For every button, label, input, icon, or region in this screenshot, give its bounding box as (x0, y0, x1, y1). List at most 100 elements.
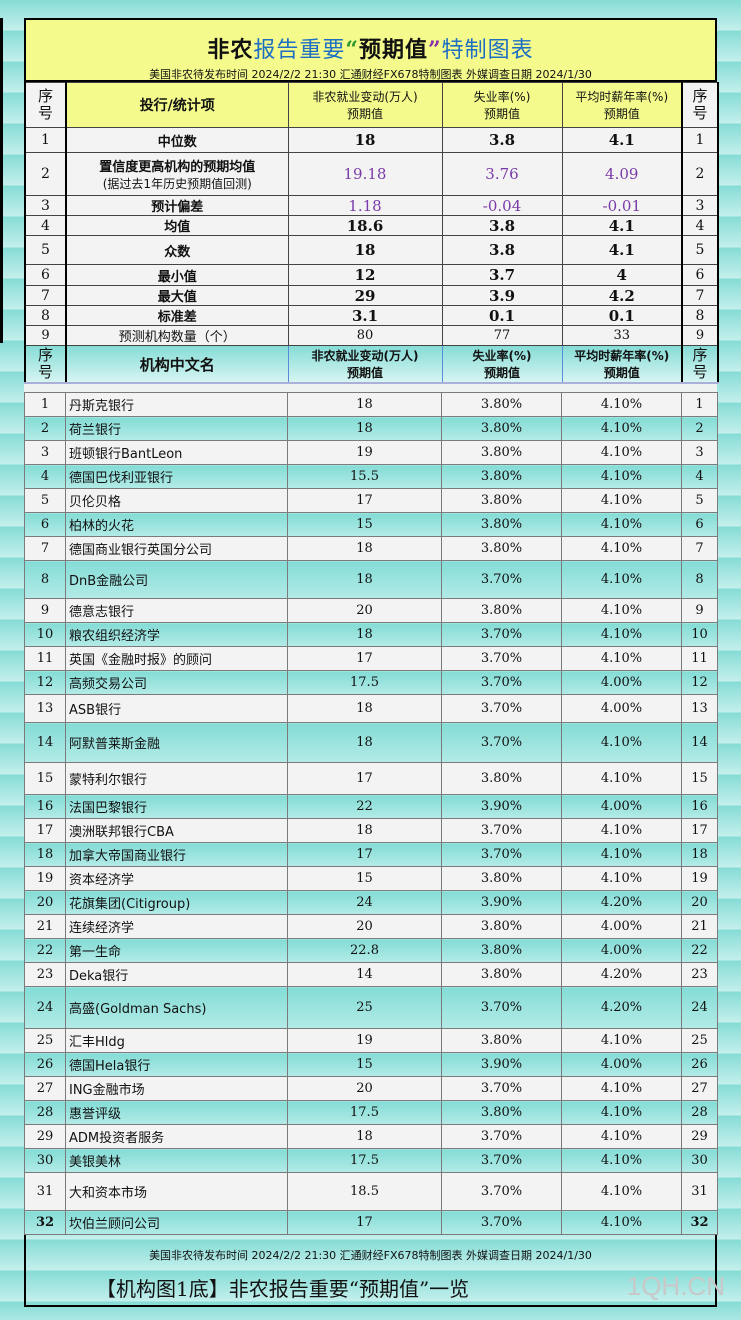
stats-row: 7 最大值 29 3.9 4.2 7 (24, 285, 719, 306)
wage-value: 4.10% (561, 1172, 682, 1211)
nfp-value: 17 (287, 488, 442, 513)
table-row: 28 惠誉评级 17.5 3.80% 4.10% 28 (24, 1100, 718, 1125)
table-row: 25 汇丰Hldg 19 3.80% 4.10% 25 (24, 1028, 718, 1053)
row-index: 8 (24, 305, 67, 326)
row-index: 28 (681, 1100, 718, 1125)
nfp-value: 24 (287, 890, 442, 915)
row-index: 9 (24, 325, 67, 346)
idx-header-text: 序号 (37, 346, 53, 381)
stat-label: 最小值 (65, 264, 289, 286)
idx-header-text: 序号 (37, 87, 53, 122)
unemp-value: -0.04 (441, 195, 563, 216)
nfp-value: 18 (287, 694, 442, 723)
wage-value: 4.10% (561, 842, 682, 867)
wage-value: 4.20% (561, 962, 682, 987)
institution-name: 德意志银行 (65, 598, 288, 623)
row-index: 4 (24, 215, 67, 236)
wage-value: 4.10% (561, 416, 682, 441)
wage-value: 4.10% (561, 866, 682, 891)
row-index: 1 (681, 392, 718, 417)
unemp-value: 3.70% (441, 622, 562, 647)
footer-title: 【机构图1底】非农报告重要“预期值”一览 (96, 1277, 470, 1301)
institution-name: 阿默普莱斯金融 (65, 722, 288, 763)
nfp-value: 18 (287, 1124, 442, 1149)
stat-label: 置信度更高机构的预期均值 (据过去1年历史预期值回测) (65, 152, 289, 196)
row-index: 7 (24, 536, 66, 561)
unemp-value: 3.70% (441, 1148, 562, 1173)
nfp-value: 18 (287, 560, 442, 599)
title-part: ” (428, 37, 442, 63)
header-subtitle: 美国非农待发布时间 2024/2/2 21:30 汇通财经FX678特制图表 外… (149, 68, 592, 81)
wage-value: 4.20% (561, 986, 682, 1029)
row-index: 5 (681, 488, 718, 513)
row-index: 7 (24, 285, 67, 306)
row-index: 3 (24, 440, 66, 465)
row-index: 19 (24, 866, 66, 891)
nfp-value: 80 (287, 325, 443, 346)
stat-label-note: (据过去1年历史预期值回测) (102, 177, 252, 191)
table-row: 16 法国巴黎银行 22 3.90% 4.00% 16 (24, 794, 718, 819)
stat-label: 标准差 (65, 305, 289, 326)
row-index: 8 (681, 305, 719, 326)
row-index: 14 (681, 722, 718, 763)
institution-name: 澳洲联邦银行CBA (65, 818, 288, 843)
table-row: 6 柏林的火花 15 3.80% 4.10% 6 (24, 512, 718, 537)
unemp-value: 3.76 (441, 152, 563, 196)
table-row: 22 第一生命 22.8 3.80% 4.00% 22 (24, 938, 718, 963)
wage-value: 4.10% (561, 818, 682, 843)
nfp-value: 15 (287, 1052, 442, 1077)
spreadsheet: 非农报告重要“预期值”特制图表 美国非农待发布时间 2024/2/2 21:30… (24, 18, 725, 1307)
unemp-value: 3.70% (441, 842, 562, 867)
unemp-value: 3.90% (441, 794, 562, 819)
nfp-value: 17 (287, 646, 442, 671)
row-index: 18 (681, 842, 718, 867)
wage-value: 4.09 (561, 152, 683, 196)
header-line: 预期值 (483, 366, 520, 380)
row-index: 2 (24, 152, 67, 196)
header-line: 预期值 (346, 107, 383, 121)
row-index: 5 (681, 235, 719, 265)
institution-table: 1 丹斯克银行 18 3.80% 4.10% 1 2 荷兰银行 18 3.80% 4.10% 2 3 班顿… (24, 392, 718, 1235)
row-index: 8 (24, 560, 66, 599)
table-row: 26 德国Hela银行 15 3.90% 4.00% 26 (24, 1052, 718, 1077)
institution-name: 花旗集团(Citigroup) (65, 890, 288, 915)
institution-name: 德国巴伐利亚银行 (65, 464, 288, 489)
institution-name: 粮农组织经济学 (65, 622, 288, 647)
nfp-value: 3.1 (287, 305, 443, 326)
wage-header: 平均时薪年率(%) 预期值 (562, 346, 683, 384)
row-index: 1 (24, 127, 67, 153)
row-index: 29 (681, 1124, 718, 1149)
wage-value: 4.10% (561, 1100, 682, 1125)
stat-label: 预计偏差 (65, 195, 289, 216)
header-gap (24, 384, 717, 392)
table-row: 4 德国巴伐利亚银行 15.5 3.80% 4.10% 4 (24, 464, 718, 489)
nfp-value: 25 (287, 986, 442, 1029)
header-line: 平均时薪年率(%) (574, 349, 670, 363)
table-row: 8 DnB金融公司 18 3.70% 4.10% 8 (24, 560, 718, 599)
institution-name: 资本经济学 (65, 866, 288, 891)
row-index: 8 (681, 560, 718, 599)
unemp-value: 3.70% (441, 646, 562, 671)
row-index: 11 (24, 646, 66, 671)
wage-value: 33 (561, 325, 683, 346)
nfp-value: 29 (287, 285, 443, 306)
unemp-value: 3.80% (441, 866, 562, 891)
nfp-value: 19 (287, 440, 442, 465)
institution-header: 序号 机构中文名 非农就业变动(万人) 预期值 失业率(%) 预期值 平均时薪年率(… (24, 346, 719, 384)
unemp-value: 3.70% (441, 670, 562, 695)
row-index: 26 (681, 1052, 718, 1077)
institution-header-row: 序号 机构中文名 非农就业变动(万人) 预期值 失业率(%) 预期值 平均时薪年率(… (24, 346, 719, 384)
header-line: 失业率(%) (472, 349, 532, 363)
table-row: 13 ASB银行 18 3.70% 4.00% 13 (24, 694, 718, 723)
stat-label: 最大值 (65, 285, 289, 306)
table-row: 32 坎伯兰顾问公司 17 3.70% 4.10% 32 (24, 1210, 718, 1235)
nfp-value: 18 (287, 392, 442, 417)
table-row: 30 美银美林 17.5 3.70% 4.10% 30 (24, 1148, 718, 1173)
wage-value: -0.01 (561, 195, 683, 216)
row-index: 21 (681, 914, 718, 939)
row-index: 15 (24, 762, 66, 795)
wage-value: 4.10% (561, 1076, 682, 1101)
row-index: 23 (681, 962, 718, 987)
row-index: 18 (24, 842, 66, 867)
table-row: 24 高盛(Goldman Sachs) 25 3.70% 4.20% 24 (24, 986, 718, 1029)
